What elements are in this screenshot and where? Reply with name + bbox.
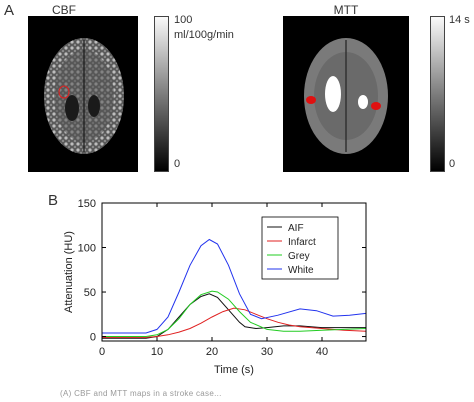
cbf-roi-circle [58, 85, 70, 99]
cbf-colorbar [154, 16, 169, 172]
legend-label-infarct: Infarct [288, 237, 316, 248]
mtt-colorbar [430, 16, 445, 172]
legend-label-grey: Grey [288, 251, 310, 262]
figure-caption: (A) CBF and MTT maps in a stroke case... [60, 389, 222, 398]
cbf-scale-unit: ml/100g/min [174, 29, 234, 41]
series-line-white [102, 238, 367, 334]
cbf-map [28, 16, 138, 172]
x-axis-label: Time (s) [214, 364, 254, 376]
mtt-title: MTT [333, 3, 359, 17]
y-tick-label: 0 [90, 332, 96, 344]
x-tick-label: 20 [206, 346, 218, 358]
mtt-lesion-left [306, 96, 316, 104]
mtt-map [283, 16, 409, 172]
legend-label-white: White [288, 265, 314, 276]
mtt-scale-min: 0 [449, 158, 456, 170]
mtt-scale-max: 14 s [449, 14, 470, 26]
cbf-scale-max: 100 [174, 14, 193, 26]
x-tick-label: 0 [99, 346, 105, 358]
legend-label-aif: AIF [288, 223, 304, 234]
panel-b-label: B [48, 192, 59, 209]
cbf-title: CBF [52, 3, 76, 17]
panel-a-label: A [4, 2, 15, 19]
series-line-aif [102, 293, 366, 339]
series-line-grey [102, 290, 367, 337]
cbf-scale-min: 0 [174, 158, 181, 170]
y-tick-label: 100 [78, 243, 96, 255]
x-tick-label: 10 [151, 346, 163, 358]
attenuation-chart: 0 10 20 30 40 0 50 100 150 Time (s) Attenuation (H… [63, 198, 367, 376]
x-tick-label: 40 [316, 346, 328, 358]
plot-frame [101, 202, 367, 342]
y-axis-label: Attenuation (HU) [63, 231, 75, 313]
series-line-infarct [102, 307, 367, 338]
x-tick-label: 30 [261, 346, 273, 358]
mtt-lesion-right [371, 102, 381, 110]
y-tick-label: 150 [78, 198, 96, 210]
y-tick-label: 50 [84, 287, 96, 299]
